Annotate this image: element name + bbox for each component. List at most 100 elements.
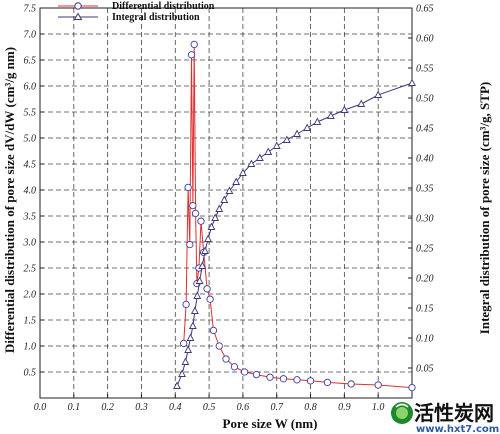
y-right-tick-label: 0.35 — [416, 184, 434, 195]
data-point-differential — [408, 383, 416, 392]
y-left-tick-label: 1.0 — [24, 342, 37, 353]
x-tick-label: 0.0 — [34, 402, 47, 413]
legend-integral-label: Integral distribution — [112, 12, 200, 23]
series-differential — [180, 40, 416, 392]
data-point-differential — [186, 240, 194, 249]
plot-frame — [39, 7, 413, 399]
data-point-differential — [197, 217, 205, 225]
data-point-differential — [189, 201, 197, 210]
axis-ticks: 0.0 0.1 0.2 0.3 0.4 0.5 0.6 0.7 0.8 0.9 1.0 0.5 1.0 1… — [23, 4, 434, 414]
y-left-tick-label: 2.0 — [24, 290, 37, 301]
watermark-logo-icon — [391, 402, 413, 424]
data-point-differential — [187, 51, 196, 59]
y-right-tick-label: 0.05 — [416, 364, 434, 375]
data-point-differential — [323, 378, 332, 387]
data-point-integral — [186, 333, 195, 341]
y-left-tick-label: 0.5 — [24, 368, 37, 379]
y-right-tick-label: 0.20 — [416, 274, 434, 285]
y-left-tick-label: 7.5 — [24, 4, 37, 15]
data-point-differential — [240, 368, 249, 376]
data-point-integral — [195, 276, 204, 284]
y-right-tick-label: 0.40 — [416, 154, 434, 165]
y-right-tick-label: 0.25 — [416, 244, 434, 255]
legend-integral-marker — [73, 12, 83, 20]
data-point-differential — [293, 376, 301, 384]
data-point-differential — [215, 342, 223, 350]
y-left-tick-label: 3.5 — [23, 212, 37, 223]
data-point-integral — [215, 204, 224, 212]
data-point-integral — [188, 321, 197, 329]
data-point-differential — [230, 363, 239, 371]
y-left-tick-label: 2.5 — [24, 264, 37, 275]
data-point-integral — [264, 147, 273, 155]
data-point-differential — [206, 295, 214, 303]
data-point-integral — [340, 105, 349, 113]
data-point-integral — [272, 141, 281, 149]
data-point-differential — [180, 339, 188, 348]
y-right-tick-label: 0.30 — [416, 214, 434, 225]
data-point-integral — [204, 234, 213, 242]
series-line-integral — [176, 82, 413, 387]
data-point-integral — [282, 135, 291, 143]
data-point-integral — [193, 291, 202, 299]
y-right-tick-label: 0.15 — [416, 304, 434, 315]
data-point-integral — [303, 123, 312, 131]
series-layer — [173, 40, 416, 392]
y-right-tick-label: 0.60 — [416, 34, 434, 45]
data-point-integral — [184, 345, 193, 353]
data-point-differential — [184, 183, 192, 192]
y-right-tick-label: 0.45 — [416, 124, 434, 135]
data-point-integral — [181, 357, 190, 365]
x-tick-label: 0.8 — [304, 402, 317, 413]
x-tick-label: 0.3 — [135, 402, 148, 413]
data-point-integral — [374, 90, 383, 98]
data-point-integral — [232, 177, 241, 185]
data-point-integral — [225, 186, 234, 194]
data-point-differential — [222, 355, 230, 363]
legend-differential-label: Differential distribution — [112, 1, 215, 12]
x-tick-label: 0.1 — [68, 402, 81, 413]
y-left-axis-title: Differential distribution of pore size d… — [2, 47, 17, 353]
data-point-integral — [178, 369, 186, 377]
y-right-tick-label: 0.50 — [416, 94, 434, 105]
y-left-tick-label: 5.5 — [24, 108, 37, 119]
y-left-tick-label: 5.0 — [24, 134, 37, 145]
data-point-integral — [255, 153, 264, 161]
data-point-integral — [326, 111, 335, 119]
data-point-differential — [266, 373, 274, 381]
legend-differential-marker — [74, 2, 82, 10]
data-point-integral — [293, 129, 301, 137]
y-left-tick-label: 7.0 — [24, 30, 37, 41]
data-point-integral — [238, 168, 247, 176]
data-point-differential — [182, 300, 190, 309]
x-tick-label: 0.9 — [338, 402, 351, 413]
y-right-tick-label: 0.55 — [416, 64, 434, 75]
data-point-differential — [203, 285, 211, 293]
legend: Differential distribution Integral distr… — [58, 1, 215, 23]
data-point-differential — [347, 380, 355, 388]
data-point-differential — [252, 370, 261, 379]
watermark-text: 活性炭网 — [414, 401, 494, 425]
y-left-tick-label: 4.5 — [24, 160, 37, 171]
x-tick-label: 0.6 — [237, 402, 250, 413]
data-point-differential — [279, 375, 288, 383]
x-tick-label: 0.2 — [101, 402, 114, 413]
y-left-tick-label: 6.0 — [24, 82, 37, 93]
x-tick-label: 0.7 — [270, 402, 284, 413]
y-right-tick-label: 0.65 — [416, 4, 434, 15]
data-point-integral — [190, 306, 199, 314]
y-left-tick-label: 1.5 — [24, 316, 37, 327]
x-axis-title: Pore size W (nm) — [223, 416, 318, 431]
x-tick-label: 0.5 — [203, 402, 216, 413]
x-tick-label: 0.4 — [169, 402, 182, 413]
data-point-integral — [173, 381, 181, 389]
y-left-tick-label: 3.0 — [23, 238, 37, 249]
data-point-differential — [209, 326, 218, 335]
grid — [40, 8, 412, 398]
data-point-integral — [207, 222, 216, 230]
series-integral — [173, 78, 416, 389]
data-point-integral — [313, 117, 322, 125]
data-point-differential — [374, 381, 382, 389]
data-point-integral — [198, 261, 207, 269]
